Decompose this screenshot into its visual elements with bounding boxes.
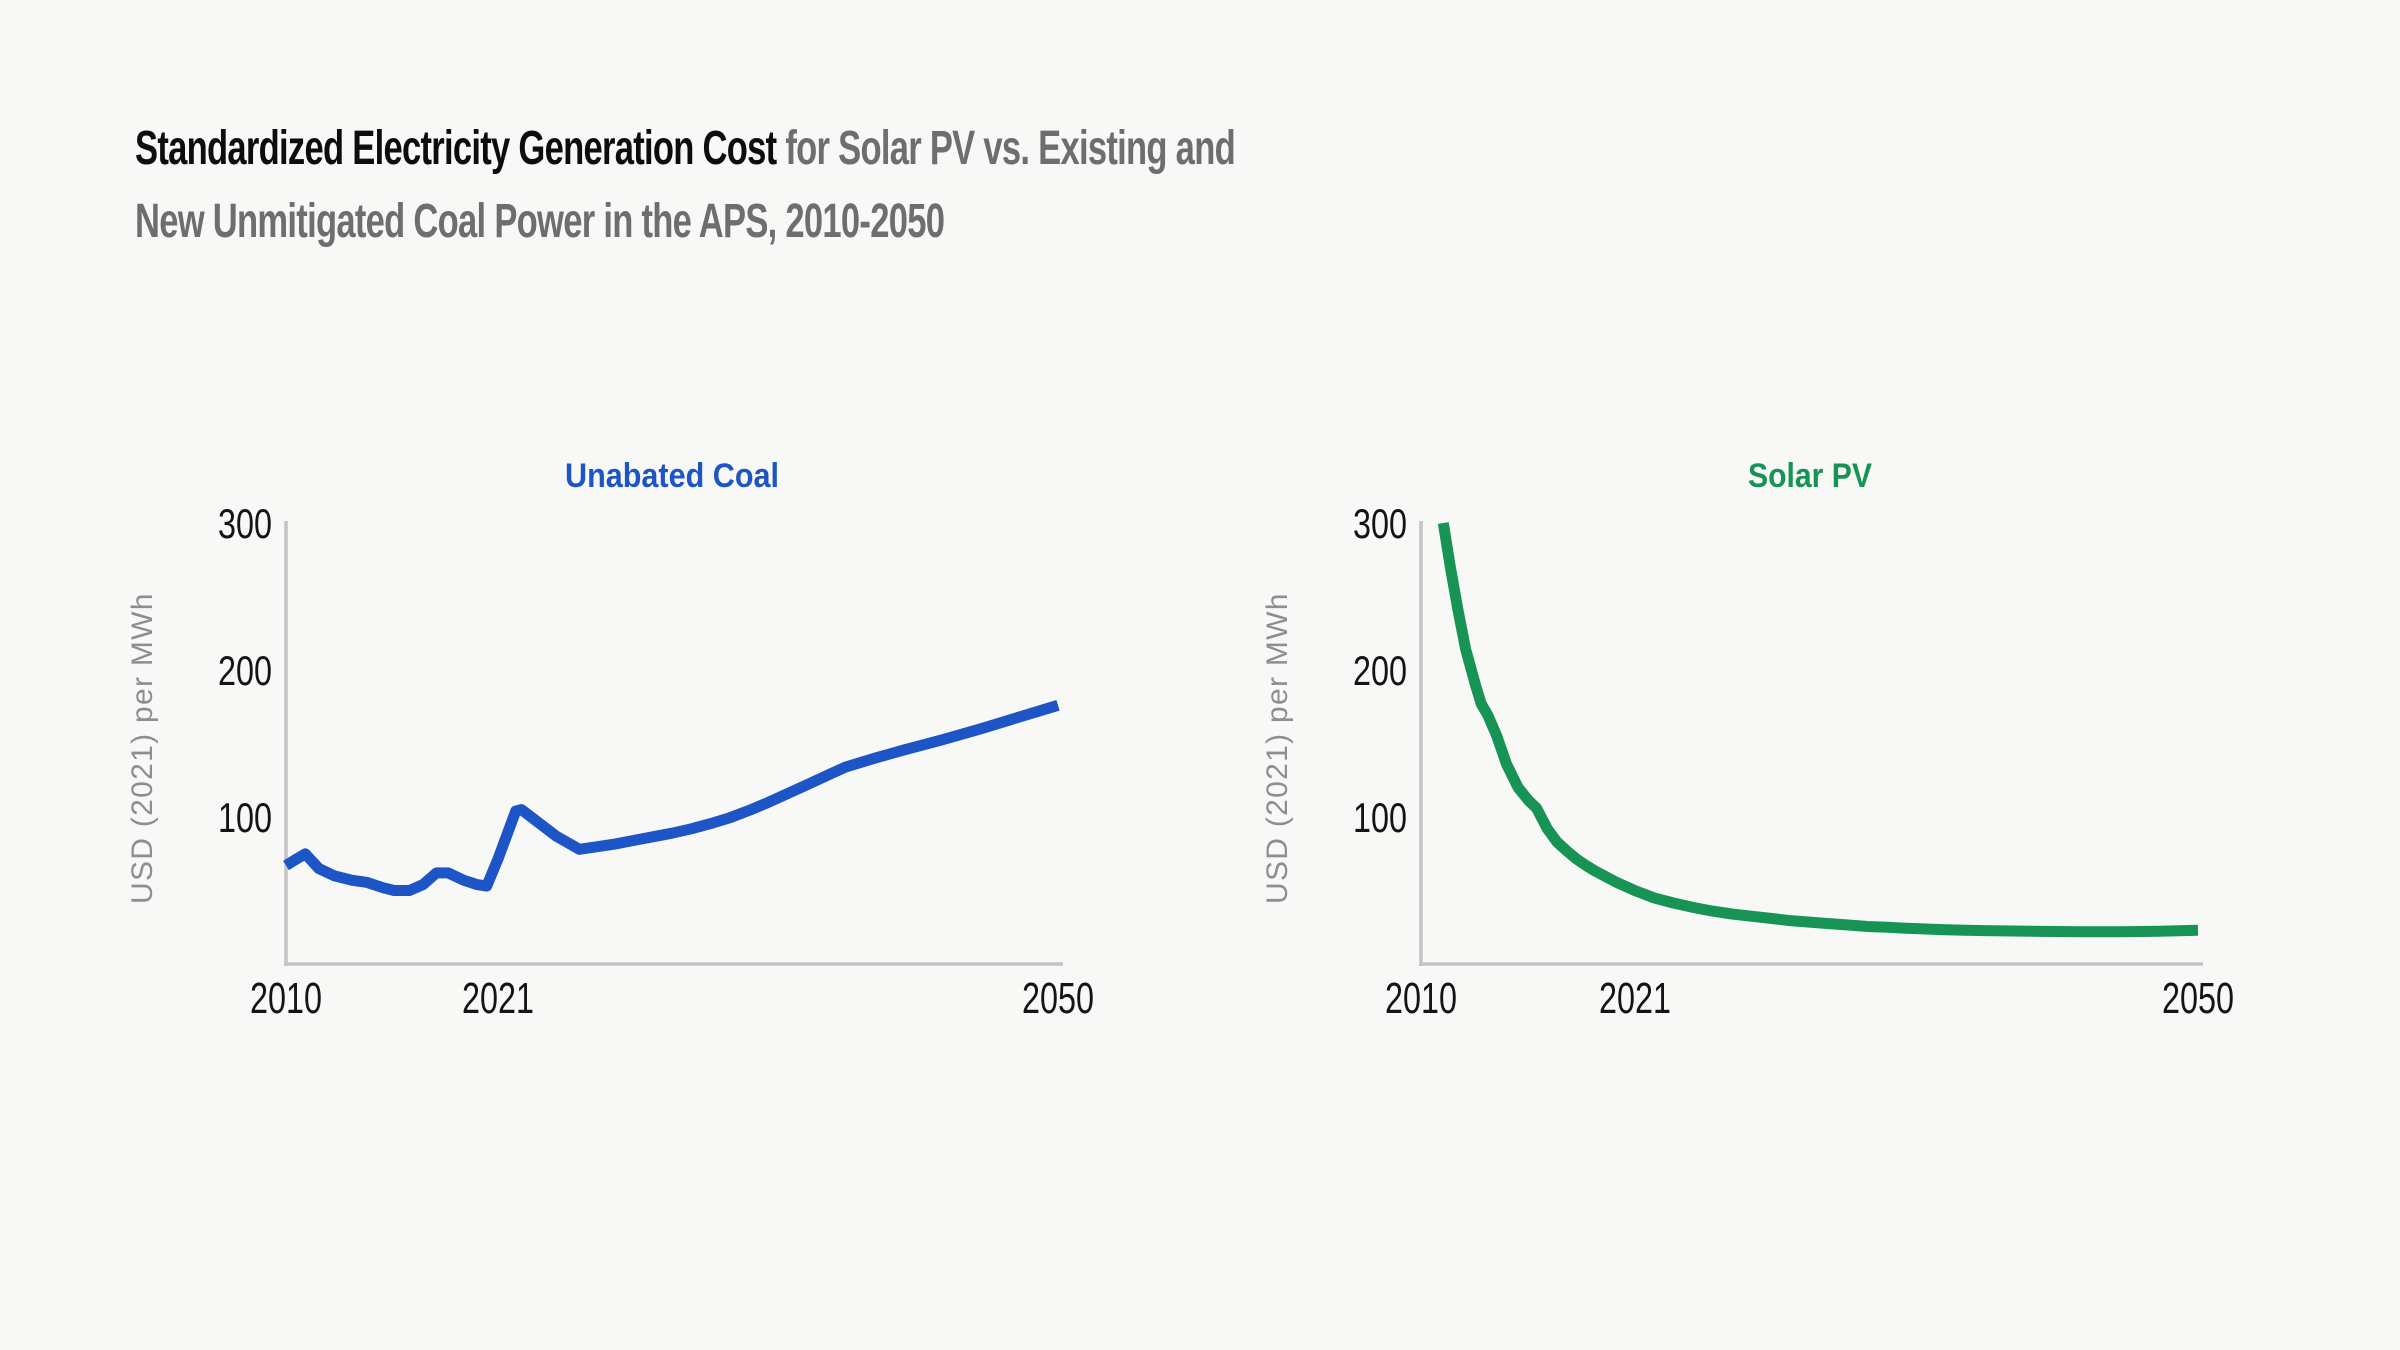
y-tick-100-right: 100 (1353, 794, 1407, 841)
chart-title-unabated-coal: Unabated Coal (565, 457, 779, 495)
y-tick-200-right: 200 (1353, 647, 1407, 694)
chart-unabated-coal: Unabated Coal 300 200 100 2010 2021 2050… (126, 457, 1094, 1023)
page-title-emphasis: Standardized Electricity Generation Cost (135, 122, 777, 175)
page-title: Standardized Electricity Generation Cost… (135, 112, 1236, 258)
y-tick-200: 200 (218, 647, 272, 694)
x-tick-2050-right: 2050 (2162, 974, 2234, 1023)
coal-cost-line (283, 700, 1060, 896)
solar-cost-line (1437, 522, 2199, 938)
y-tick-300-right: 300 (1353, 500, 1407, 547)
page-title-rest-line1: for Solar PV vs. Existing and (776, 122, 1235, 175)
x-tick-2021: 2021 (462, 974, 534, 1023)
x-tick-2010: 2010 (250, 974, 322, 1023)
page-title-rest-line2: New Unmitigated Coal Power in the APS, 2… (135, 195, 945, 248)
x-tick-2050: 2050 (1022, 974, 1094, 1023)
y-axis-label-left: USD (2021) per MWh (126, 592, 159, 904)
y-tick-300: 300 (218, 500, 272, 547)
y-tick-100: 100 (218, 794, 272, 841)
x-tick-2010-right: 2010 (1385, 974, 1457, 1023)
chart-solar-pv: Solar PV 300 200 100 2010 2021 2050 USD … (1261, 457, 2234, 1023)
x-tick-2021-right: 2021 (1599, 974, 1671, 1023)
chart-title-solar-pv: Solar PV (1748, 457, 1872, 495)
y-axis-label-right: USD (2021) per MWh (1261, 592, 1294, 904)
